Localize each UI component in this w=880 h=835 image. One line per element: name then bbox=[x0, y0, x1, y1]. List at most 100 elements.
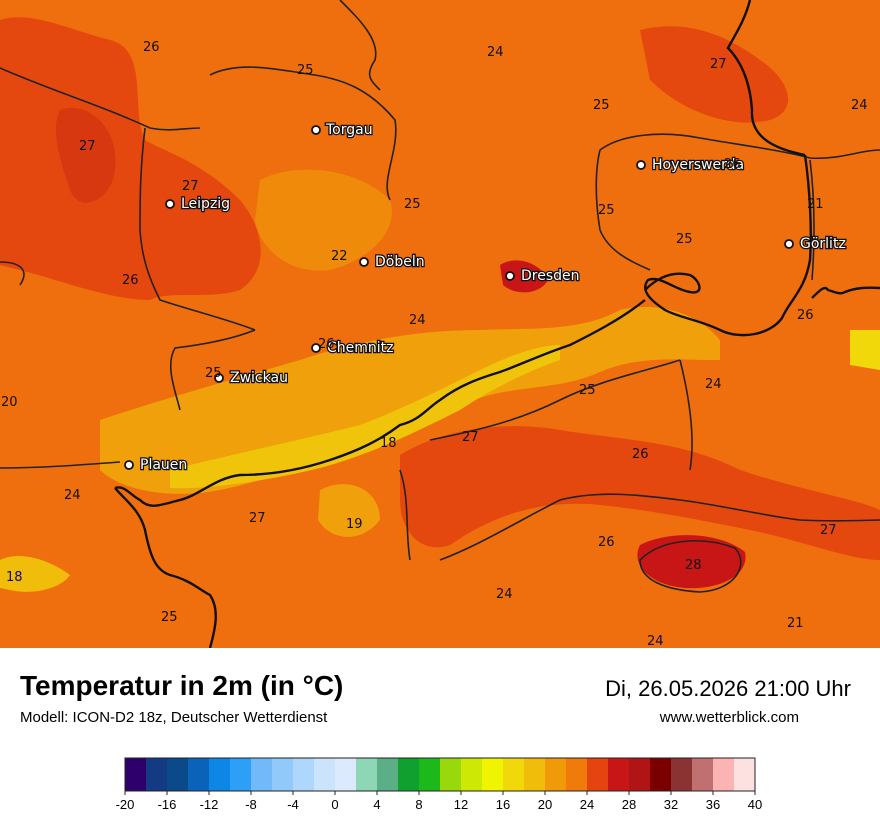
temp-label: 25 bbox=[404, 197, 421, 212]
city-marker-goerlitz[interactable]: Görlitz bbox=[784, 235, 847, 253]
hot-core-prague bbox=[637, 535, 746, 589]
hot-region-leipzig bbox=[0, 17, 261, 301]
city-marker-dresden[interactable]: Dresden bbox=[505, 267, 581, 285]
legend-tick-label: 32 bbox=[664, 797, 678, 812]
city-marker-plauen[interactable]: Plauen bbox=[124, 456, 189, 474]
legend-swatch bbox=[734, 758, 756, 791]
map-title: Temperatur in 2m (in °C) bbox=[20, 670, 344, 701]
legend-tick-label: -8 bbox=[245, 797, 257, 812]
city-dot bbox=[784, 239, 794, 249]
temp-label: 26 bbox=[632, 447, 649, 462]
model-info: Modell: ICON-D2 18z, Deutscher Wetterdie… bbox=[20, 709, 328, 726]
temp-label: 24 bbox=[647, 634, 664, 648]
legend-swatch bbox=[356, 758, 378, 791]
cool-spot-east bbox=[850, 330, 880, 370]
temp-label: 28 bbox=[685, 558, 702, 573]
city-marker-torgau[interactable]: Torgau bbox=[311, 121, 374, 139]
temp-label: 25 bbox=[205, 366, 222, 381]
legend-tick-label: 4 bbox=[373, 797, 380, 812]
legend-swatch bbox=[314, 758, 336, 791]
legend-swatch bbox=[566, 758, 588, 791]
temp-label: 22 bbox=[331, 249, 348, 264]
temp-label: 27 bbox=[820, 523, 837, 538]
city-label-chemnitz: Chemnitz bbox=[327, 340, 394, 356]
temp-label: 18 bbox=[380, 436, 397, 451]
legend-swatch bbox=[377, 758, 399, 791]
temp-label: 25 bbox=[593, 98, 610, 113]
legend-swatch bbox=[335, 758, 357, 791]
temp-label: 27 bbox=[462, 430, 479, 445]
temp-label: 25 bbox=[598, 203, 615, 218]
forecast-datetime: Di, 26.05.2026 21:00 Uhr bbox=[605, 676, 851, 701]
cool-spot-west bbox=[0, 555, 70, 592]
city-dot bbox=[124, 460, 134, 470]
website-link[interactable]: www.wetterblick.com bbox=[659, 709, 799, 726]
legend-tick-label: 16 bbox=[496, 797, 510, 812]
legend-tick-label: 28 bbox=[622, 797, 636, 812]
legend-swatch bbox=[629, 758, 651, 791]
temp-label: 27 bbox=[182, 179, 199, 194]
city-dot bbox=[505, 271, 515, 281]
temp-label: 27 bbox=[79, 139, 96, 154]
hot-region-bohemia bbox=[400, 426, 880, 560]
city-marker-doebeln[interactable]: Döbeln bbox=[359, 253, 426, 271]
city-label-zwickau: Zwickau bbox=[230, 370, 288, 386]
city-label-torgau: Torgau bbox=[325, 122, 373, 138]
temp-label: 26 bbox=[724, 157, 741, 172]
temp-label: 26 bbox=[122, 273, 139, 288]
legend-swatch bbox=[713, 758, 735, 791]
legend-tick-label: 8 bbox=[415, 797, 422, 812]
legend-swatch bbox=[398, 758, 420, 791]
legend-tick-label: 24 bbox=[580, 797, 594, 812]
temp-label: 26 bbox=[797, 308, 814, 323]
city-label-goerlitz: Görlitz bbox=[800, 236, 846, 252]
temp-label: 25 bbox=[297, 63, 314, 78]
legend-tick-label: 40 bbox=[748, 797, 762, 812]
legend-swatch bbox=[671, 758, 693, 791]
city-label-leipzig: Leipzig bbox=[181, 196, 230, 212]
city-dot bbox=[311, 125, 321, 135]
city-label-dresden: Dresden bbox=[521, 268, 580, 284]
temp-label: 26 bbox=[318, 337, 335, 352]
cool-band-erzgebirge bbox=[100, 306, 720, 494]
legend-swatch bbox=[692, 758, 714, 791]
temp-label: 19 bbox=[346, 517, 363, 532]
legend-swatch bbox=[650, 758, 672, 791]
city-marker-chemnitz[interactable]: Chemnitz bbox=[311, 339, 395, 357]
temp-label: 21 bbox=[807, 197, 824, 212]
map-canvas: Torgau Hoyerswerda Leipzig Görlitz Döbel… bbox=[0, 0, 880, 648]
legend-canvas: -20 -16 -12 -8 -4 0 4 8 12 16 20 24 28 32 36 40 bbox=[116, 757, 762, 812]
hot-spot-dresden bbox=[500, 260, 548, 293]
legend-tick-label: -12 bbox=[200, 797, 219, 812]
legend-swatches bbox=[125, 758, 756, 791]
legend-swatch bbox=[146, 758, 168, 791]
legend-swatch bbox=[272, 758, 294, 791]
legend-swatch bbox=[440, 758, 462, 791]
temp-label: 24 bbox=[64, 488, 81, 503]
district-borders bbox=[0, 0, 880, 593]
city-label-plauen: Plauen bbox=[140, 457, 187, 473]
city-marker-zwickau[interactable]: Zwickau bbox=[214, 369, 289, 387]
city-marker-hoyerswerda[interactable]: Hoyerswerda bbox=[636, 156, 745, 174]
legend-tick-label: 12 bbox=[454, 797, 468, 812]
temp-label: 25 bbox=[676, 232, 693, 247]
legend-swatch bbox=[419, 758, 441, 791]
temp-label: 24 bbox=[851, 98, 868, 113]
coolest-ridge bbox=[170, 345, 560, 489]
legend-swatch bbox=[251, 758, 273, 791]
legend-tick-label: -16 bbox=[158, 797, 177, 812]
legend-swatch bbox=[524, 758, 546, 791]
temp-label: 26 bbox=[598, 535, 615, 550]
temp-label: 24 bbox=[496, 587, 513, 602]
legend-swatch bbox=[587, 758, 609, 791]
legend-swatch bbox=[503, 758, 525, 791]
temp-label: 24 bbox=[705, 377, 722, 392]
legend-swatch bbox=[167, 758, 189, 791]
legend-swatch bbox=[209, 758, 231, 791]
legend-swatch bbox=[461, 758, 483, 791]
legend-tick-label: -20 bbox=[116, 797, 135, 812]
city-marker-leipzig[interactable]: Leipzig bbox=[165, 195, 231, 213]
temperature-map[interactable]: Torgau Hoyerswerda Leipzig Görlitz Döbel… bbox=[0, 0, 880, 648]
legend-tick-label: 36 bbox=[706, 797, 720, 812]
legend-tick-label: 20 bbox=[538, 797, 552, 812]
